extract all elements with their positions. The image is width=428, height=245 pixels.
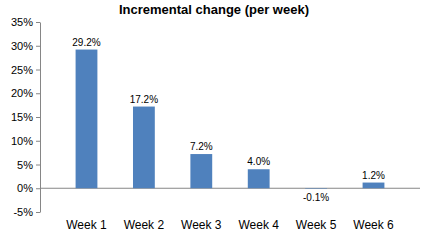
y-tick-mark	[36, 188, 40, 189]
x-tick: Week 2	[124, 218, 165, 232]
data-label: 17.2%	[130, 94, 158, 105]
y-tick-label: 0%	[17, 182, 33, 194]
y-tick-mark	[36, 46, 40, 47]
y-tick: -5%	[13, 206, 40, 218]
y-tick-label: 35%	[11, 16, 33, 28]
y-tick: 5%	[17, 159, 40, 171]
x-tick: Week 3	[181, 218, 222, 232]
y-tick: 20%	[11, 87, 40, 99]
y-tick-label: 30%	[11, 40, 33, 52]
y-tick-mark	[36, 212, 40, 213]
x-tick: Week 4	[238, 218, 279, 232]
data-label: 29.2%	[72, 37, 100, 48]
x-tick-label: Week 2	[124, 218, 165, 232]
y-axis: -5% 0% 5% 10% 15% 20% 25% 30% 35%	[11, 16, 41, 218]
y-tick-label: 15%	[11, 111, 33, 123]
y-tick: 10%	[11, 135, 40, 147]
y-axis-line	[40, 23, 41, 213]
data-labels: 29.2% 17.2% 7.2% 4.0% -0.1% 1.2%	[72, 37, 385, 203]
y-tick-mark	[36, 70, 40, 71]
y-tick: 0%	[17, 182, 40, 194]
data-label: 4.0%	[247, 156, 270, 167]
data-label: -0.1%	[303, 192, 329, 203]
x-tick: Week 1	[66, 218, 107, 232]
x-tick-label: Week 6	[353, 218, 394, 232]
y-tick: 15%	[11, 111, 40, 123]
y-tick-mark	[36, 22, 40, 23]
x-tick-label: Week 4	[238, 218, 279, 232]
x-tick-label: Week 5	[296, 218, 337, 232]
y-tick-label: 25%	[11, 64, 33, 76]
y-tick-mark	[36, 141, 40, 142]
y-tick-mark	[36, 93, 40, 94]
chart: Incremental change (per week) -5% 0% 5% 10% 1…	[0, 0, 428, 245]
y-tick-mark	[36, 117, 40, 118]
data-label: 7.2%	[190, 141, 213, 152]
bar	[133, 107, 155, 189]
title: Incremental change (per week)	[119, 2, 309, 17]
bars	[76, 50, 385, 189]
x-axis: Week 1 Week 2 Week 3 Week 4 Week 5 Week 6	[66, 218, 394, 232]
y-tick-label: 10%	[11, 135, 33, 147]
x-tick-label: Week 3	[181, 218, 222, 232]
bar	[248, 169, 270, 188]
x-tick: Week 5	[296, 218, 337, 232]
y-tick-label: 20%	[11, 87, 33, 99]
data-label: 1.2%	[362, 170, 385, 181]
y-tick-label: 5%	[17, 159, 33, 171]
bar	[76, 50, 98, 189]
y-tick: 30%	[11, 40, 40, 52]
y-tick: 35%	[11, 16, 40, 28]
x-tick: Week 6	[353, 218, 394, 232]
bar	[190, 154, 212, 188]
y-tick: 25%	[11, 64, 40, 76]
y-tick-mark	[36, 165, 40, 166]
plot: -5% 0% 5% 10% 15% 20% 25% 30% 35% 29.2% 17.2% 7.2% 4…	[11, 16, 420, 232]
x-tick-label: Week 1	[66, 218, 107, 232]
bar	[305, 188, 327, 189]
y-tick-label: -5%	[13, 206, 33, 218]
bar	[363, 183, 385, 189]
